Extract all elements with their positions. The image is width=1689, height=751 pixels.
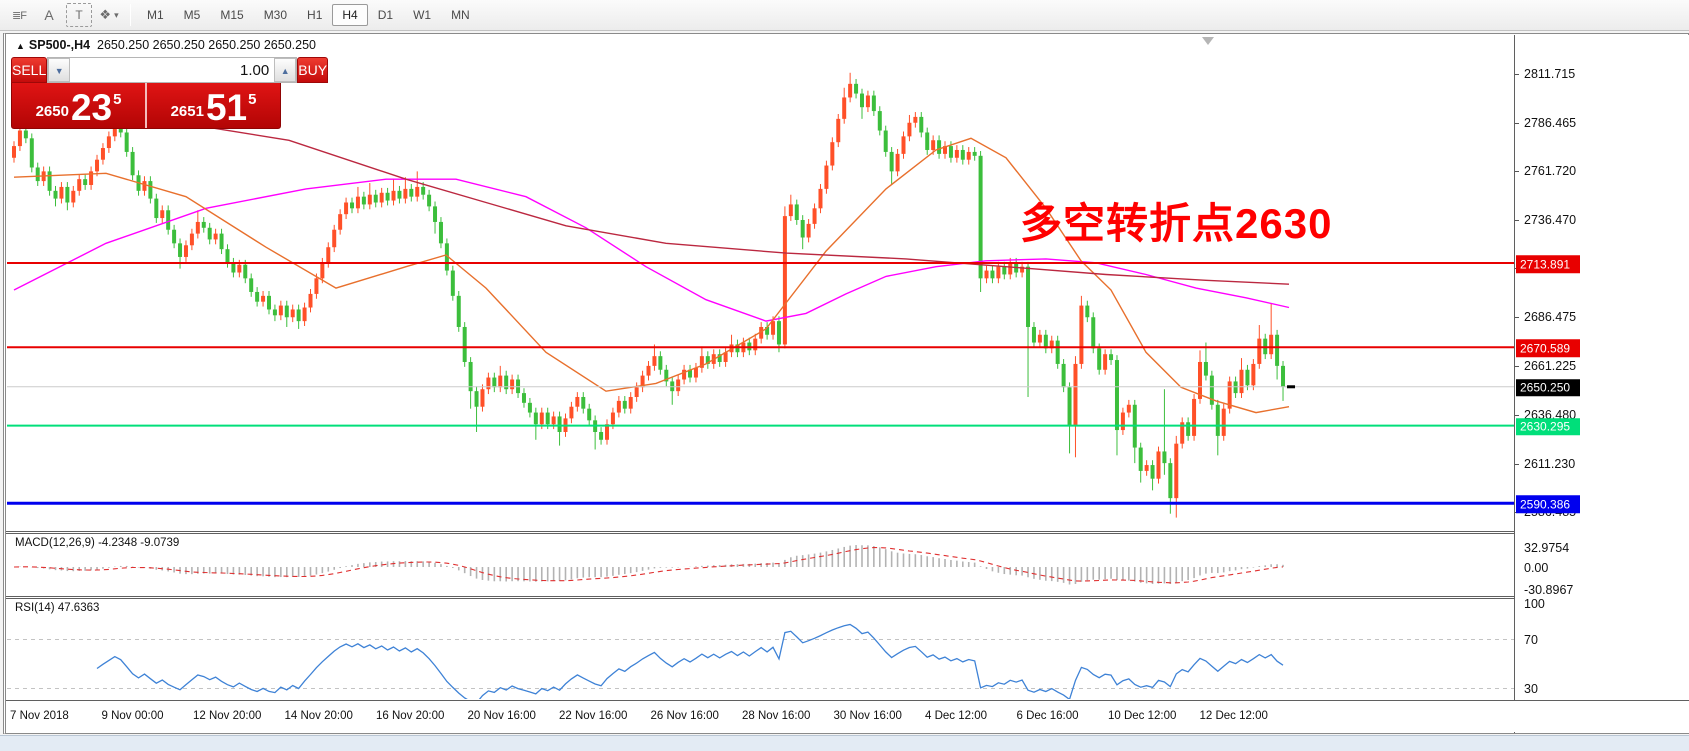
- price-axis-tick: [1515, 73, 1519, 75]
- volume-control: ▼ ▲: [47, 57, 298, 83]
- time-axis-label: 12 Nov 20:00: [193, 710, 262, 722]
- price-axis-label: 2786.465: [1524, 115, 1577, 130]
- status-strip: [0, 735, 1689, 751]
- price-axis-label: 2736.470: [1524, 213, 1577, 228]
- tick-chart-icon[interactable]: ≣F: [12, 9, 27, 22]
- ohlc-quotes: 2650.250 2650.250 2650.250 2650.250: [97, 38, 316, 52]
- buy-price-display[interactable]: 2651 51 5: [147, 83, 280, 128]
- dropdown-caret-icon: ▾: [114, 9, 119, 20]
- sell-button[interactable]: SELL: [11, 57, 48, 83]
- sell-price-big: 23: [70, 86, 113, 128]
- price-axis-label: 2661.225: [1524, 359, 1577, 374]
- timeframe-button-m15[interactable]: M15: [220, 8, 244, 22]
- cursor-icon[interactable]: A: [44, 7, 54, 23]
- price-axis-label: 2811.715: [1524, 66, 1576, 81]
- time-axis-label: 7 Nov 2018: [10, 710, 69, 722]
- time-axis-label: 28 Nov 16:00: [742, 710, 811, 722]
- time-axis-label: 4 Dec 12:00: [925, 710, 988, 722]
- time-axis-label: 20 Nov 16:00: [467, 710, 536, 722]
- price-level-chip: 2650.250: [1516, 379, 1580, 397]
- price-axis-tick: [1515, 414, 1519, 416]
- timeframe-button-w1[interactable]: W1: [413, 8, 432, 22]
- top-toolbar: ≣F A T ❖ ▾ M1 M5 M15 M30 H1 H4 D1 W1 MN: [0, 0, 1689, 31]
- main-macd-separator-2: [6, 533, 1689, 534]
- candlestick-chart[interactable]: [6, 34, 1689, 732]
- timeframe-button-group: M1 M5 M15 M30 H1 H4 D1 W1 MN: [137, 4, 480, 26]
- price-axis-tick: [1515, 366, 1519, 368]
- macd-indicator-label: MACD(12,26,9) -4.2348 -9.0739: [15, 537, 183, 549]
- chart-text-annotation: 多空转折点2630: [1020, 200, 1333, 247]
- time-axis[interactable]: 7 Nov 2018 9 Nov 00:00 12 Nov 20:00 14 Nov …: [6, 700, 1689, 732]
- price-level-chip: 2630.295: [1516, 417, 1580, 436]
- price-axis-tick: [1515, 220, 1519, 222]
- time-axis-label: 16 Nov 20:00: [376, 710, 445, 722]
- sell-price-display[interactable]: 2650 23 5: [12, 83, 147, 128]
- macd-axis-label: 32.9754: [1524, 541, 1570, 555]
- sell-price-int: 2650: [35, 103, 69, 120]
- time-axis-label: 26 Nov 16:00: [650, 710, 719, 722]
- volume-increase-button[interactable]: ▲: [274, 58, 297, 82]
- draw-objects-icon[interactable]: ❖ ▾: [96, 3, 122, 27]
- timeframe-button-m30[interactable]: M30: [263, 8, 288, 22]
- text-label-icon[interactable]: T: [66, 3, 92, 27]
- price-level-chip: 2590.386: [1516, 495, 1580, 513]
- price-axis-tick: [1515, 122, 1519, 124]
- time-axis-label: 30 Nov 16:00: [833, 710, 902, 722]
- time-axis-label: 14 Nov 20:00: [284, 710, 353, 722]
- price-axis-label: 2761.720: [1524, 163, 1577, 178]
- one-click-trade-panel: SELL ▼ ▲ BUY 2650 23 5 2651 51 5: [11, 57, 329, 129]
- draw-objects-glyph: ❖: [99, 7, 112, 22]
- timeframe-button-h1[interactable]: H1: [307, 8, 323, 22]
- buy-price-big: 51: [205, 86, 248, 128]
- macd-rsi-separator[interactable]: [6, 596, 1689, 597]
- buy-price-sup: 5: [248, 91, 257, 108]
- price-level-chip: 2670.589: [1516, 339, 1580, 357]
- buy-price-int: 2651: [170, 103, 204, 120]
- chart-shift-marker-icon[interactable]: [1202, 37, 1214, 45]
- chart-title: ▲ SP500-,H4 2650.250 2650.250 2650.250 26…: [16, 38, 316, 52]
- chart-window[interactable]: ▲ SP500-,H4 2650.250 2650.250 2650.250 26…: [3, 33, 1689, 734]
- rsi-indicator-label: RSI(14) 47.6363: [15, 602, 103, 614]
- time-axis-label: 22 Nov 16:00: [559, 710, 628, 722]
- price-axis-label: 2686.475: [1524, 310, 1577, 325]
- buy-button[interactable]: BUY: [297, 57, 329, 83]
- price-axis-tick: [1515, 463, 1519, 465]
- symbol-name: SP500-,H4: [28, 38, 91, 52]
- price-axis-label: 2611.230: [1524, 456, 1576, 471]
- timeframe-button-m1[interactable]: M1: [147, 8, 164, 22]
- rsi-axis-label: 30: [1524, 682, 1538, 696]
- timeframe-button-d1[interactable]: D1: [377, 8, 394, 22]
- time-axis-label: 12 Dec 12:00: [1199, 710, 1268, 722]
- price-axis-tick: [1515, 317, 1519, 319]
- rsi-axis-label: 70: [1524, 633, 1538, 647]
- toolbar-separator: [130, 4, 131, 26]
- price-axis-tick: [1515, 170, 1519, 172]
- timeframe-button-m5[interactable]: M5: [183, 8, 201, 22]
- volume-input[interactable]: [70, 58, 275, 82]
- time-axis-label: 9 Nov 00:00: [101, 710, 164, 722]
- rsi-axis-label: 100: [1524, 597, 1545, 611]
- volume-decrease-button[interactable]: ▼: [48, 58, 71, 82]
- time-axis-label: 10 Dec 12:00: [1108, 710, 1177, 722]
- price-level-chip: 2713.891: [1516, 255, 1580, 273]
- price-axis[interactable]: 2811.7152786.4652761.7202736.4702711.725…: [1514, 35, 1689, 733]
- timeframe-button-mn[interactable]: MN: [451, 8, 470, 22]
- time-axis-label: 6 Dec 16:00: [1016, 710, 1079, 722]
- macd-rsi-separator-2: [6, 598, 1689, 599]
- symbol-arrow-icon: ▲: [16, 41, 25, 51]
- macd-axis-label: -30.8967: [1524, 583, 1574, 597]
- timeframe-button-h4[interactable]: H4: [332, 4, 368, 26]
- sell-price-sup: 5: [113, 91, 122, 108]
- macd-axis-label: 0.00: [1524, 561, 1549, 575]
- main-macd-separator[interactable]: [6, 531, 1689, 532]
